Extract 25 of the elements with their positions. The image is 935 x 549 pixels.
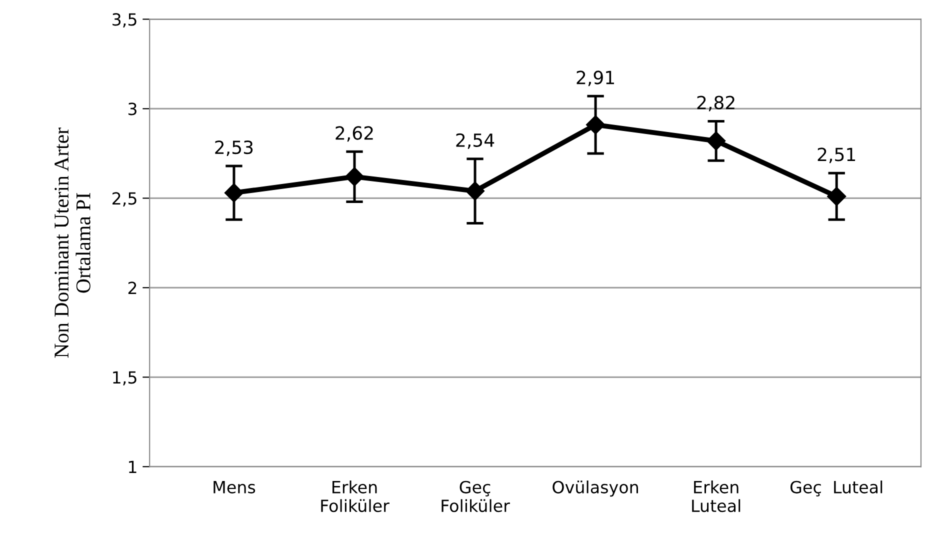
data-label: 2,54 [456, 133, 494, 149]
point [465, 181, 485, 201]
data-label: 2,51 [818, 148, 856, 164]
y-tick-label: 2,5 [112, 192, 136, 206]
x-tick-label: Ovülasyon [552, 480, 638, 497]
y-tick-label: 1 [129, 460, 136, 473]
data-label: 2,91 [576, 70, 614, 86]
y-axis-title: Non Dominant Uterin Arter Ortalama PI [54, 128, 90, 358]
y-tick-label: 3 [128, 102, 136, 116]
x-tick-label: Mens [214, 481, 256, 494]
point [706, 131, 726, 150]
point [586, 115, 606, 134]
data-label: 2,62 [336, 126, 373, 142]
x-tick-label: Erken Luteal [692, 480, 740, 512]
x-tick-label: Geç Foliküler [442, 480, 510, 512]
y-tick-label: 1,5 [113, 371, 136, 386]
point [224, 183, 244, 202]
y-tick-label: 2 [128, 282, 136, 294]
data-label: 2,82 [697, 96, 734, 112]
point [827, 186, 846, 206]
data-label: 2,53 [215, 140, 253, 156]
x-tick-label: Geç Luteal [790, 480, 882, 496]
y-tick-label: 3,5 [112, 13, 136, 28]
point [344, 167, 364, 186]
x-tick-label: Erken Foliküler [321, 480, 390, 512]
